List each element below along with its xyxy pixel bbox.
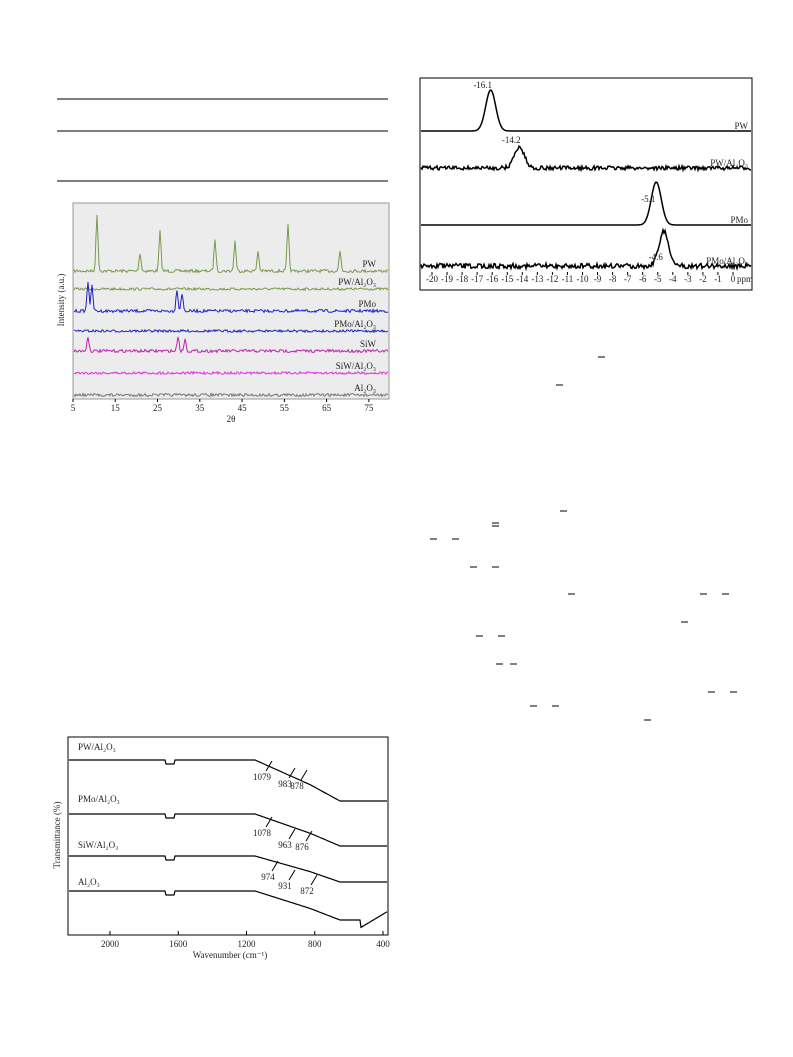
trace-label: PMo — [358, 299, 376, 309]
x-tick-label: -13 — [531, 274, 543, 284]
x-unit: ppm — [737, 274, 753, 284]
trace-label: Al₂O₃ — [354, 383, 376, 393]
table-rules — [57, 98, 388, 182]
x-tick-label: -1 — [714, 274, 722, 284]
peak-label: 931 — [278, 881, 292, 891]
peak-leader — [288, 869, 296, 881]
x-tick-label: 5 — [71, 403, 76, 413]
trace-label: PMo/Al₂O₃ — [78, 794, 120, 804]
x-tick-label: 400 — [376, 939, 390, 949]
peak-label: -4.6 — [649, 252, 664, 262]
peak-leader — [310, 874, 318, 886]
x-tick-label: -16 — [486, 274, 498, 284]
peak-label: 1079 — [253, 772, 272, 782]
nmr-trace — [420, 145, 751, 173]
peak-label: 876 — [295, 842, 309, 852]
x-tick-label: 15 — [111, 403, 121, 413]
text-marks — [430, 356, 737, 721]
xrd-trace — [73, 392, 389, 398]
ir-trace — [69, 890, 388, 929]
xrd-trace — [73, 281, 389, 314]
peak-label: -5.1 — [641, 194, 655, 204]
x-tick-label: -15 — [501, 274, 513, 284]
peak-leader — [265, 816, 273, 828]
trace-label: SiW — [360, 339, 377, 349]
peak-label: 872 — [300, 886, 314, 896]
x-tick-label: 35 — [195, 403, 205, 413]
x-tick-label: -4 — [669, 274, 677, 284]
trace-label: SiW/Al₂O₃ — [78, 840, 118, 850]
x-tick-label: 800 — [308, 939, 322, 949]
trace-label: PW — [735, 121, 749, 131]
trace-label: PW/Al₂O₃ — [710, 158, 748, 168]
peak-label: 974 — [261, 872, 275, 882]
peak-label: 878 — [290, 781, 304, 791]
peak-leader — [271, 860, 279, 872]
peak-label: -14.2 — [502, 135, 521, 145]
xrd-plot — [72, 202, 390, 400]
x-tick-label: -11 — [562, 274, 574, 284]
trace-label: PMo — [730, 215, 748, 225]
x-tick-label: 65 — [322, 403, 332, 413]
trace-label: SiW/Al₂O₃ — [336, 361, 376, 371]
xrd-trace — [73, 370, 389, 376]
x-tick-label: -12 — [546, 274, 558, 284]
ir-trace — [69, 855, 387, 883]
x-tick-label: -18 — [456, 274, 468, 284]
x-tick-label: 1600 — [169, 939, 188, 949]
x-tick-label: 75 — [364, 403, 374, 413]
xrd-trace — [73, 336, 389, 354]
x-tick-label: -8 — [609, 274, 617, 284]
peak-label: 963 — [278, 840, 292, 850]
y-axis-label: Transmittance (%) — [52, 802, 62, 869]
x-tick-label: 1200 — [238, 939, 257, 949]
x-tick-label: 55 — [280, 403, 290, 413]
peak-leader — [300, 769, 308, 781]
trace-label: PW/Al₂O₃ — [338, 277, 376, 287]
trace-label: Al₂O₃ — [78, 877, 100, 887]
x-axis-label: 2θ — [227, 414, 236, 424]
x-tick-label: 0 — [731, 274, 736, 284]
peak-leader — [288, 767, 296, 779]
xrd-trace — [73, 286, 389, 292]
x-tick-label: -10 — [577, 274, 589, 284]
x-tick-label: -20 — [426, 274, 438, 284]
peak-leader — [288, 828, 296, 840]
xrd-trace — [73, 328, 389, 334]
x-tick-label: -19 — [441, 274, 453, 284]
peak-label: 983 — [278, 779, 292, 789]
xrd-trace — [73, 214, 389, 274]
ir-trace — [69, 813, 387, 847]
y-axis-label: Intensity (a.u.) — [56, 274, 66, 327]
x-tick-label: -17 — [471, 274, 483, 284]
peak-label: -16.1 — [473, 80, 492, 90]
ir-trace — [69, 759, 387, 802]
x-tick-label: -9 — [594, 274, 602, 284]
trace-label: PMo/Al₂O₃ — [334, 319, 376, 329]
trace-label: PW/Al₂O₃ — [78, 742, 116, 752]
x-tick-label: -2 — [699, 274, 707, 284]
x-tick-label: 2000 — [101, 939, 120, 949]
nmr-plot — [419, 77, 753, 291]
x-tick-label: -3 — [684, 274, 692, 284]
peak-label: 1078 — [253, 828, 272, 838]
peak-leader — [305, 830, 313, 842]
x-tick-label: -6 — [639, 274, 647, 284]
trace-label: PMo/Al₂O₃ — [706, 256, 748, 266]
x-tick-label: 45 — [238, 403, 248, 413]
nmr-trace — [421, 89, 751, 132]
x-tick-label: 25 — [153, 403, 163, 413]
x-tick-label: -7 — [624, 274, 632, 284]
x-axis-label: Wavenumber (cm⁻¹) — [193, 950, 267, 960]
nmr-trace — [421, 181, 751, 226]
nmr-trace — [420, 227, 752, 272]
peak-leader — [265, 760, 273, 772]
x-tick-label: -14 — [516, 274, 528, 284]
ir-plot — [67, 736, 389, 936]
trace-label: PW — [363, 259, 377, 269]
x-tick-label: -5 — [654, 274, 662, 284]
